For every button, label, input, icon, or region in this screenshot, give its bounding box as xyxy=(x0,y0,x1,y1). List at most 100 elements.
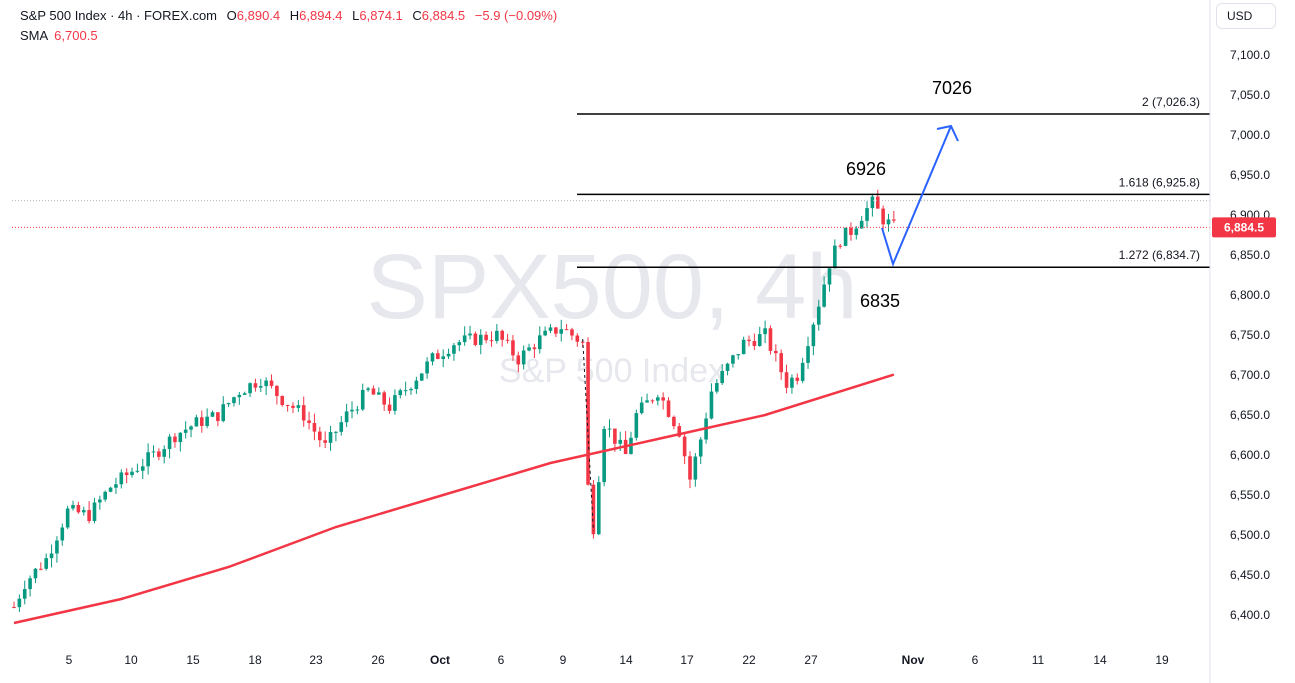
price-tick-label: 6,850.0 xyxy=(1230,248,1270,262)
candle-body xyxy=(22,589,27,599)
time-tick-label: 23 xyxy=(309,653,323,667)
price-tick-label: 6,550.0 xyxy=(1230,488,1270,502)
candle-body xyxy=(816,306,821,325)
candle-body xyxy=(226,403,231,405)
fib-levels: 2 (7,026.3) 1.618 (6,925.8) 1.272 (6,834.7… xyxy=(12,95,1210,268)
candle-body xyxy=(71,505,75,509)
candle-body xyxy=(473,333,478,345)
candle-body xyxy=(76,505,81,513)
time-tick-label: 19 xyxy=(1155,653,1169,667)
close-value: 6,884.5 xyxy=(421,8,466,23)
candle-body xyxy=(774,350,778,354)
time-tick-label: 15 xyxy=(186,653,200,667)
fib-label: 1.618 (6,925.8) xyxy=(1119,175,1200,189)
candle-body xyxy=(602,428,606,483)
sma-value: 6,700.5 xyxy=(54,28,98,43)
candle-body xyxy=(301,405,306,421)
candle-body xyxy=(511,340,515,356)
drop-connector xyxy=(582,338,594,532)
candle-body xyxy=(258,386,263,388)
annotations: 7026 6926 6835 xyxy=(846,78,972,311)
price-target-label: 6926 xyxy=(846,159,886,179)
candle-body xyxy=(60,527,65,541)
candle-body xyxy=(586,342,590,485)
candle-body xyxy=(827,268,832,285)
change-value: −5.9 (−0.09%) xyxy=(474,8,558,23)
price-tick-label: 6,650.0 xyxy=(1230,408,1270,422)
candle-body xyxy=(661,397,665,401)
time-tick-label: 17 xyxy=(680,653,694,667)
currency-button[interactable]: USD xyxy=(1216,3,1276,29)
candle-body xyxy=(355,409,360,411)
candle-body xyxy=(645,400,649,403)
time-tick-label: 22 xyxy=(742,653,756,667)
candle-body xyxy=(843,227,848,246)
sma-label: SMA xyxy=(20,28,49,43)
candle-body xyxy=(736,354,741,356)
time-tick-label: 5 xyxy=(66,653,73,667)
open-label: O xyxy=(226,8,237,23)
candle-body xyxy=(441,356,445,359)
candle-body xyxy=(741,339,746,355)
candle-body xyxy=(656,397,660,401)
candle-body xyxy=(275,385,279,397)
candle-body xyxy=(291,405,295,408)
candle-body xyxy=(28,578,32,590)
time-tick-label: 14 xyxy=(1093,653,1107,667)
legend-header: S&P 500 Index · 4h · FOREX.com O6,890.4 … xyxy=(20,8,557,23)
candle-body xyxy=(500,330,505,340)
projection-path[interactable] xyxy=(881,125,952,267)
candle-body xyxy=(806,346,810,363)
candle-body xyxy=(39,568,43,570)
candle-body xyxy=(784,372,789,388)
symbol-label[interactable]: S&P 500 Index · 4h · FOREX.com xyxy=(20,8,218,23)
fib-label: 1.272 (6,834.7) xyxy=(1119,248,1200,262)
candle-body xyxy=(838,245,843,247)
last-price-marker: 6,884.5 xyxy=(1212,217,1276,238)
candle-body xyxy=(237,394,242,398)
last-price-label: 6,884.5 xyxy=(1224,220,1264,234)
candle-body xyxy=(559,329,564,334)
projection-arrow xyxy=(881,124,959,267)
candle-body xyxy=(618,439,623,444)
candle-body xyxy=(570,329,574,336)
candle-body xyxy=(468,333,472,336)
watermark-subtitle: S&P 500 Index xyxy=(499,352,725,390)
price-target-label: 6835 xyxy=(860,291,900,311)
candle-body xyxy=(33,568,38,579)
candle-body xyxy=(108,487,113,492)
candle-body xyxy=(366,388,370,390)
price-axis: 7,100.07,050.07,000.06,950.06,900.06,850… xyxy=(1230,48,1270,622)
candle-body xyxy=(55,540,59,554)
candle-body xyxy=(103,491,108,500)
candle-body xyxy=(709,391,714,419)
candle-body xyxy=(698,439,703,457)
close-label: C xyxy=(412,8,422,23)
candle-body xyxy=(693,456,698,480)
candle-body xyxy=(532,347,537,350)
candle-body xyxy=(49,553,54,559)
price-tick-label: 6,450.0 xyxy=(1230,568,1270,582)
candle-body xyxy=(495,330,499,341)
candle-body xyxy=(387,404,392,411)
candle-body xyxy=(811,324,816,347)
candle-body xyxy=(119,472,124,485)
candle-body xyxy=(682,436,687,457)
candle-body xyxy=(452,345,456,354)
sma-legend[interactable]: SMA 6,700.5 xyxy=(20,28,98,43)
candle-body xyxy=(377,392,381,395)
sma-line xyxy=(13,373,895,625)
time-tick-label: 6 xyxy=(498,653,505,667)
time-axis: 5 10 15 18 23 26 Oct 6 9 14 17 22 27 Nov 6 11 14 19 xyxy=(66,653,1169,667)
candle-body xyxy=(881,208,885,225)
candle-body xyxy=(280,396,285,406)
candle-body xyxy=(672,416,676,427)
candle-body xyxy=(527,347,531,351)
candle-body xyxy=(350,409,354,412)
candle-body xyxy=(232,397,236,404)
candle-body xyxy=(747,339,751,342)
candle-body xyxy=(151,451,156,453)
candle-body xyxy=(253,383,258,388)
candle-body xyxy=(162,449,167,457)
